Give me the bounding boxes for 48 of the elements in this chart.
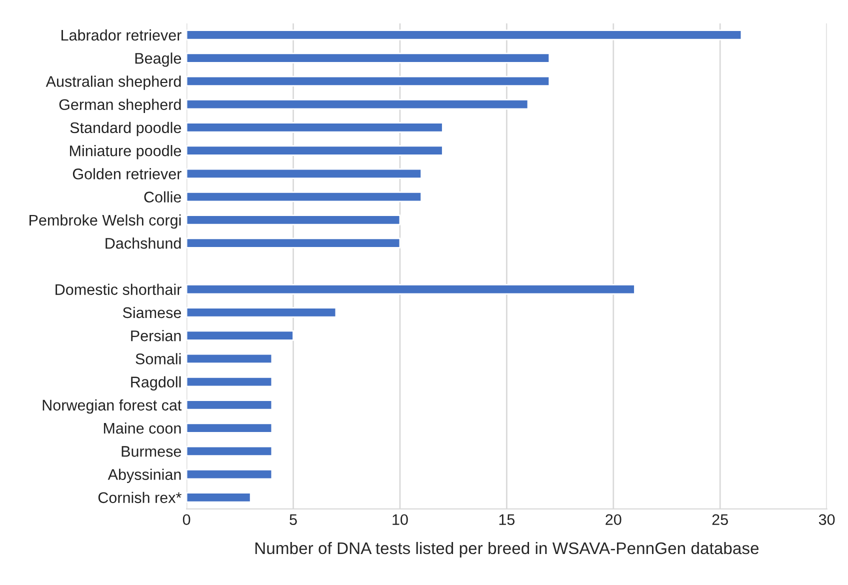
y-tick-label: Ragdoll bbox=[131, 376, 181, 390]
y-tick-label: Labrador retriever bbox=[62, 29, 182, 41]
bar bbox=[186, 446, 273, 456]
bar bbox=[186, 238, 401, 248]
bar bbox=[186, 168, 422, 180]
y-tick-label: Domestic shorthair bbox=[56, 284, 182, 295]
y-tick-label: Siamese bbox=[122, 306, 182, 318]
bar bbox=[186, 422, 273, 434]
bar bbox=[186, 214, 401, 226]
x-tick-label: 30 bbox=[818, 514, 835, 526]
y-tick-label: German shepherd bbox=[59, 98, 181, 114]
bar bbox=[186, 191, 422, 202]
y-tick-label: Beagle bbox=[135, 52, 182, 67]
bar bbox=[186, 52, 550, 64]
y-tick-label: Norwegian forest cat bbox=[42, 399, 182, 414]
y-tick-label: Persian bbox=[131, 330, 181, 342]
bar bbox=[186, 353, 273, 364]
y-tick-label: Somali bbox=[136, 353, 181, 364]
y-tick-label: Burmese bbox=[122, 446, 182, 457]
y-tick-label: Collie bbox=[144, 191, 182, 202]
y-tick-label: Dachshund bbox=[106, 238, 181, 249]
y-tick-label: Golden retriever bbox=[72, 168, 182, 180]
x-tick-label: 10 bbox=[392, 514, 408, 526]
x-tick-label: 0 bbox=[182, 514, 190, 526]
bar bbox=[186, 30, 742, 40]
y-tick-label: Abyssinian bbox=[108, 468, 181, 483]
x-tick-label: 5 bbox=[290, 514, 297, 526]
y-tick-label: Australian shepherd bbox=[46, 76, 181, 90]
bar bbox=[186, 122, 444, 133]
x-axis-title: Number of DNA tests listed per breed in WSAVA-PennGen database bbox=[255, 542, 759, 558]
bar bbox=[186, 284, 636, 295]
bar bbox=[186, 99, 529, 110]
x-tick-label: 20 bbox=[606, 514, 622, 526]
y-tick-label: Miniature poodle bbox=[70, 145, 182, 160]
bar bbox=[186, 400, 273, 410]
y-tick-label: Standard poodle bbox=[70, 122, 182, 136]
y-tick-label: Pembroke Welsh corgi bbox=[30, 214, 181, 229]
bar bbox=[186, 376, 273, 388]
bar bbox=[186, 468, 273, 480]
bar bbox=[186, 76, 550, 87]
x-tick-label: 25 bbox=[712, 514, 728, 526]
y-tick-label: Maine coon bbox=[104, 422, 181, 434]
y-tick-label: Cornish rex* bbox=[98, 492, 182, 504]
bar bbox=[186, 145, 444, 156]
bar bbox=[186, 330, 294, 341]
bar bbox=[186, 492, 252, 503]
bar bbox=[186, 307, 337, 318]
x-tick-label: 15 bbox=[499, 514, 515, 526]
